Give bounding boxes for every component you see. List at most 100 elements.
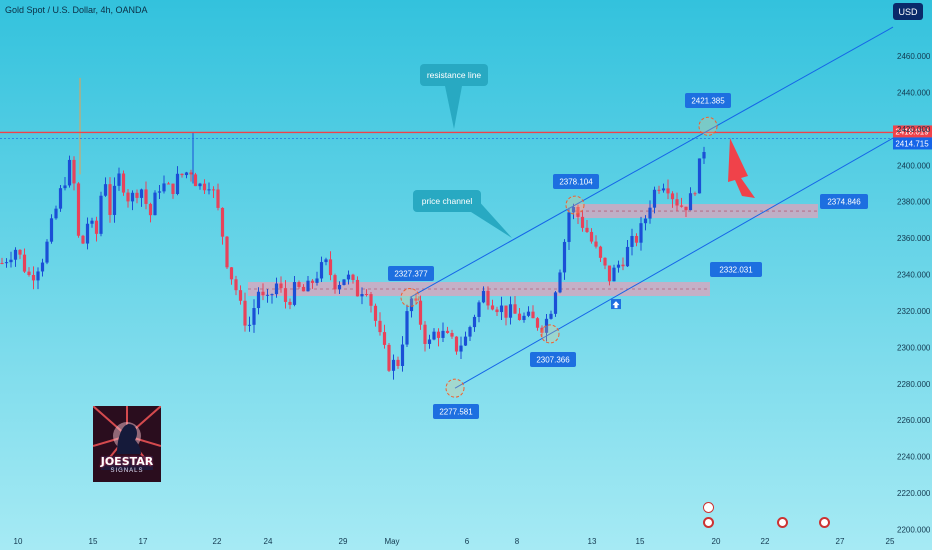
pivot-marker[interactable] — [445, 378, 465, 398]
candle-body — [265, 294, 270, 296]
candle-body — [121, 173, 126, 193]
pivot-marker[interactable] — [698, 116, 718, 136]
candle-body — [207, 189, 211, 191]
x-tick-label: 13 — [588, 537, 597, 546]
candle-body — [580, 216, 585, 228]
candle-body — [85, 223, 90, 244]
swing-low-price-label[interactable]: 2307.366 — [530, 352, 576, 367]
current-price-tag: 2414.715 — [893, 137, 932, 150]
us-flag-event-icon[interactable] — [777, 517, 788, 528]
candle-body — [369, 294, 373, 306]
candle-body — [468, 327, 472, 337]
pivot-marker[interactable] — [400, 287, 420, 307]
candle-body — [202, 183, 207, 191]
candle-body — [283, 288, 288, 302]
peak-price-label[interactable]: 2421.385 — [685, 93, 731, 108]
candle-body — [36, 271, 40, 281]
candle-body — [315, 278, 319, 283]
low-price-label[interactable]: 2277.581 — [433, 404, 479, 419]
candle-body — [4, 262, 9, 264]
candle-body — [400, 344, 405, 366]
candle-body — [423, 324, 427, 344]
candle-body — [58, 188, 63, 209]
us-flag-event-icon[interactable] — [819, 517, 830, 528]
price-channel-callout[interactable]: price channel — [413, 190, 512, 238]
x-tick-label: 15 — [636, 537, 645, 546]
high-price-label[interactable]: 2378.104 — [553, 174, 599, 189]
candle-body — [351, 274, 355, 280]
y-tick-label: 2260.000 — [897, 416, 931, 425]
candle-body — [630, 235, 634, 247]
candle-body — [0, 262, 4, 264]
candle-body — [301, 286, 306, 292]
candle-body — [441, 330, 445, 338]
y-tick-label: 2240.000 — [897, 453, 931, 462]
candle-body — [247, 324, 252, 326]
y-tick-label: 2400.000 — [897, 161, 931, 170]
candle-body — [13, 249, 18, 260]
lightning-event-icon[interactable] — [703, 502, 714, 513]
candle-body — [562, 241, 567, 273]
y-axis-panel — [893, 22, 932, 550]
candle-body — [256, 291, 261, 309]
price-tag-box — [893, 137, 932, 150]
candle-body — [697, 158, 702, 194]
swing-high-price-label[interactable]: 2327.377 — [388, 266, 434, 281]
zone-lower-label[interactable]: 2332.031 — [710, 262, 762, 278]
candle-body — [526, 311, 531, 316]
price-label-box — [553, 174, 599, 189]
candle-body — [40, 262, 45, 272]
candle-body — [459, 345, 463, 352]
zone-upper-label[interactable]: 2374.846 — [820, 194, 868, 210]
candle-body — [634, 235, 639, 243]
candle-body — [391, 359, 396, 371]
candle-body — [486, 290, 490, 306]
candle-body — [157, 191, 162, 193]
currency-button[interactable]: USD — [893, 3, 923, 20]
pivot-marker[interactable] — [565, 195, 585, 215]
candle-body — [306, 280, 310, 292]
candle-body — [490, 305, 495, 310]
channel-lower-line[interactable] — [454, 137, 894, 389]
candle-body — [670, 193, 675, 200]
candle-body — [342, 279, 346, 285]
x-tick-label: May — [384, 537, 399, 546]
price-tag-text: 2414.715 — [895, 139, 929, 148]
resistance-line-callout[interactable]: resistance line — [420, 64, 488, 129]
y-tick-label: 2340.000 — [897, 271, 931, 280]
price-tag-box — [893, 125, 932, 138]
candle-body — [67, 159, 72, 186]
candle-body — [702, 152, 706, 159]
price-label-text: 2327.377 — [394, 270, 428, 279]
y-tick-label: 2460.000 — [897, 52, 931, 61]
candle-body — [9, 259, 13, 263]
candle-body — [463, 336, 468, 346]
candle-body — [445, 330, 450, 333]
candle-body — [229, 267, 234, 280]
x-tick-label: 10 — [14, 537, 23, 546]
candle-body — [54, 208, 58, 219]
price-label-box — [388, 266, 434, 281]
us-flag-event-icon[interactable] — [703, 517, 714, 528]
x-tick-label: 24 — [264, 537, 273, 546]
candle-body — [153, 192, 157, 216]
candle-body — [585, 227, 589, 232]
candle-body — [612, 267, 616, 282]
callout-pointer — [445, 86, 462, 129]
callout-text: resistance line — [427, 70, 482, 80]
pivot-marker[interactable] — [540, 324, 560, 344]
price-label-text: 2332.031 — [719, 266, 753, 275]
candle-body — [657, 189, 661, 191]
candle-body — [103, 184, 108, 196]
candle-body — [337, 284, 342, 290]
price-label-text: 2421.385 — [691, 97, 725, 106]
candle-body — [679, 205, 684, 207]
x-tick-label: 6 — [465, 537, 470, 546]
candle-body — [481, 290, 486, 303]
price-label-box — [820, 194, 868, 210]
channel-upper-line[interactable] — [409, 26, 894, 298]
candle-body — [567, 212, 571, 242]
x-tick-label: 22 — [213, 537, 222, 546]
candle-body — [310, 280, 315, 283]
candle-body — [436, 331, 441, 338]
